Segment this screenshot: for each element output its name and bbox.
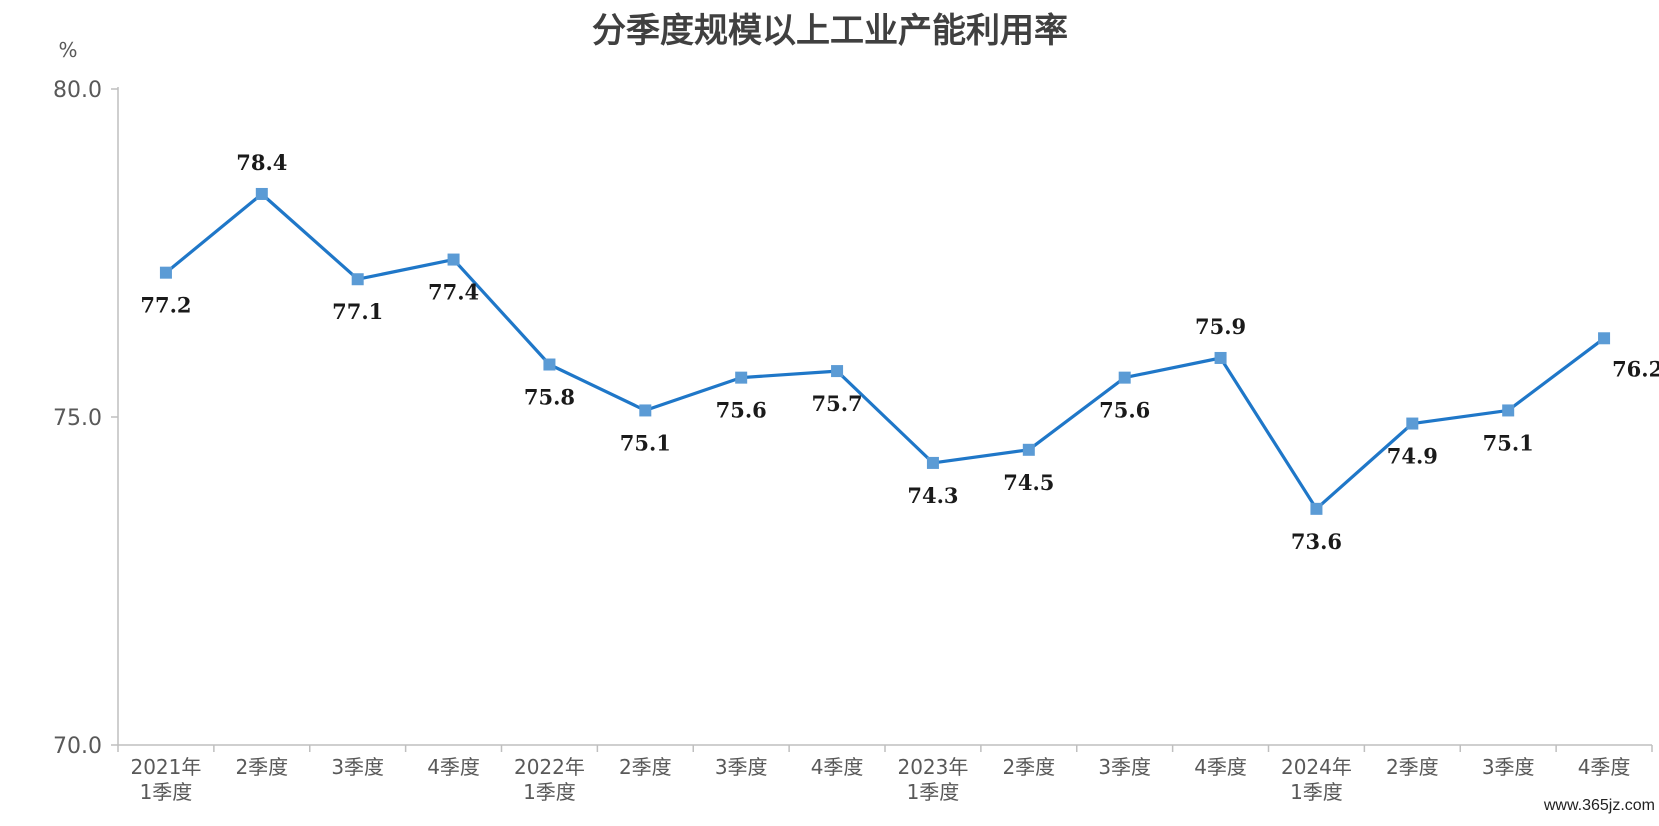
data-point bbox=[1406, 417, 1419, 430]
data-point bbox=[1118, 371, 1131, 384]
x-tick-label: 2季度 bbox=[1002, 755, 1055, 779]
data-label: 77.2 bbox=[140, 293, 191, 318]
x-tick-label: 2季度 bbox=[1386, 755, 1439, 779]
data-point bbox=[1502, 404, 1515, 417]
x-tick-label: 2022年 1季度 bbox=[514, 755, 585, 804]
x-tick-label: 2季度 bbox=[619, 755, 672, 779]
data-point bbox=[1598, 332, 1611, 345]
data-label: 74.3 bbox=[907, 483, 958, 508]
data-point bbox=[639, 404, 652, 417]
x-tick-label: 2021年 1季度 bbox=[130, 755, 201, 804]
chart-title: 分季度规模以上工业产能利用率 bbox=[592, 11, 1068, 51]
x-tick-label: 2024年 1季度 bbox=[1281, 755, 1352, 804]
y-tick-label: 80.0 bbox=[53, 78, 102, 103]
y-tick-label: 75.0 bbox=[53, 406, 102, 431]
data-point bbox=[351, 273, 364, 286]
data-point bbox=[543, 358, 556, 371]
data-label: 75.6 bbox=[1099, 398, 1150, 423]
data-point bbox=[1310, 502, 1323, 515]
y-axis-unit: % bbox=[58, 38, 77, 62]
data-label: 75.1 bbox=[1483, 430, 1534, 455]
x-axis-ticks: 2021年 1季度 2季度 3季度 4季度 2022年 1季度 2季度 3季度 4季度 2023年 1… bbox=[117, 745, 1653, 804]
data-label: 75.6 bbox=[716, 398, 767, 423]
data-point bbox=[159, 266, 172, 279]
watermark: www.365jz.com bbox=[1543, 797, 1655, 814]
data-point bbox=[255, 187, 268, 200]
series-line bbox=[164, 192, 1606, 511]
data-point bbox=[831, 365, 844, 378]
x-tick-label: 3季度 bbox=[1482, 755, 1535, 779]
data-label: 73.6 bbox=[1291, 529, 1342, 554]
x-tick-label: 2023年 1季度 bbox=[897, 755, 968, 804]
data-label: 75.7 bbox=[811, 391, 862, 416]
data-label: 77.4 bbox=[428, 280, 479, 305]
x-tick-label: 3季度 bbox=[331, 755, 384, 779]
x-tick-label: 4季度 bbox=[1194, 755, 1247, 779]
y-tick-label: 70.0 bbox=[53, 734, 102, 759]
x-tick-label: 3季度 bbox=[715, 755, 768, 779]
series bbox=[159, 187, 1611, 515]
data-label: 78.4 bbox=[236, 150, 287, 175]
data-label: 75.8 bbox=[524, 385, 575, 410]
data-point bbox=[1214, 351, 1227, 364]
data-labels: 77.2 78.4 77.1 77.4 75.8 75.1 75.6 75.7 74.3 74.5… bbox=[140, 150, 1659, 554]
x-tick-label: 4季度 bbox=[427, 755, 480, 779]
data-point bbox=[1022, 443, 1035, 456]
data-label: 76.2 bbox=[1612, 356, 1659, 381]
data-point bbox=[447, 253, 460, 266]
x-tick-label: 4季度 bbox=[811, 755, 864, 779]
data-label: 74.5 bbox=[1003, 470, 1054, 495]
data-label: 75.1 bbox=[620, 430, 671, 455]
data-label: 77.1 bbox=[332, 299, 383, 324]
x-tick-label: 3季度 bbox=[1098, 755, 1151, 779]
y-axis-ticks: 70.0 75.0 80.0 bbox=[53, 78, 118, 759]
data-label: 74.9 bbox=[1387, 444, 1438, 469]
data-label: 75.9 bbox=[1195, 314, 1246, 339]
data-point bbox=[735, 371, 748, 384]
x-tick-label: 2季度 bbox=[235, 755, 288, 779]
x-tick-label: 4季度 bbox=[1578, 755, 1631, 779]
data-point bbox=[926, 456, 939, 469]
